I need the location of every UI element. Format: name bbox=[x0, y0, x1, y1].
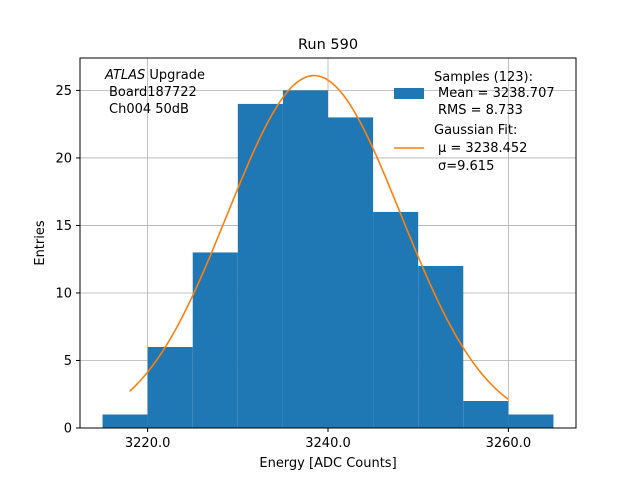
legend-samples-swatch bbox=[394, 88, 424, 99]
legend-fit-line2: μ = 3238.452 bbox=[438, 141, 527, 156]
histogram-bars bbox=[102, 90, 554, 429]
y-tick-label: 0 bbox=[64, 422, 72, 437]
histogram-bar bbox=[192, 252, 238, 428]
y-tick-label: 5 bbox=[64, 354, 72, 369]
y-axis-label: Entries bbox=[33, 220, 48, 266]
legend-fit-line1: Gaussian Fit: bbox=[434, 123, 517, 138]
histogram-bar bbox=[418, 265, 464, 428]
legend-samples-line1: Samples (123): bbox=[434, 70, 533, 85]
x-tick-label: 3240.0 bbox=[305, 436, 351, 451]
chart-title: Run 590 bbox=[298, 37, 358, 53]
y-tick-label: 10 bbox=[55, 286, 72, 301]
atlas-label-line3: Ch004 50dB bbox=[109, 102, 189, 117]
x-axis-label: Energy [ADC Counts] bbox=[259, 456, 396, 471]
upgrade-word: Upgrade bbox=[145, 68, 205, 83]
histogram-bar bbox=[147, 346, 193, 428]
x-tick-label: 3260.0 bbox=[486, 436, 532, 451]
histogram-bar bbox=[508, 414, 554, 428]
gaussian-fit-curve bbox=[129, 74, 509, 401]
histogram-bar bbox=[373, 211, 419, 428]
legend-samples-line2: Mean = 3238.707 bbox=[438, 86, 555, 101]
y-tick-label: 20 bbox=[55, 151, 72, 166]
histogram-bar bbox=[282, 90, 328, 429]
atlas-label-line2: Board187722 bbox=[109, 85, 197, 100]
histogram-bar bbox=[237, 103, 283, 428]
atlas-word: ATLAS bbox=[104, 68, 145, 83]
histogram-bar bbox=[102, 414, 148, 428]
x-tick-label: 3220.0 bbox=[125, 436, 171, 451]
histogram-bar bbox=[463, 400, 509, 428]
legend: Samples (123): Mean = 3238.707 RMS = 8.7… bbox=[394, 70, 555, 174]
atlas-label-line1: ATLAS Upgrade bbox=[104, 68, 205, 83]
legend-samples-line3: RMS = 8.733 bbox=[438, 103, 523, 118]
y-tick-label: 25 bbox=[55, 84, 72, 99]
legend-fit-line3: σ=9.615 bbox=[438, 159, 494, 174]
axis-ticks: 3220.0 3240.0 3260.0 0 5 10 15 20 25 bbox=[55, 84, 531, 451]
y-tick-label: 15 bbox=[55, 219, 72, 234]
atlas-annotation: ATLAS Upgrade Board187722 Ch004 50dB bbox=[104, 68, 205, 117]
histogram-bar bbox=[328, 117, 374, 428]
